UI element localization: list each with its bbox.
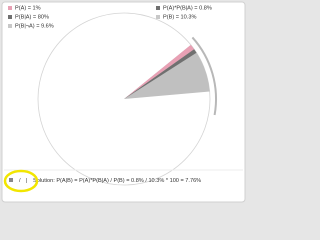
- highlight: [3, 169, 39, 193]
- wedge-ab: [124, 49, 197, 99]
- checkbox-icon[interactable]: [9, 178, 13, 182]
- legend-swatch: [8, 6, 12, 10]
- bar-icon[interactable]: |: [26, 178, 27, 184]
- wedge-b: [124, 44, 210, 99]
- legend-swatch: [8, 24, 12, 28]
- page: P(A) = 1% P(B|A) = 80% P(B|¬A) = 9.6% P(A)*…: [0, 0, 247, 204]
- wedge-a: [124, 44, 195, 99]
- legend-label: P(B) = 10.3%: [163, 14, 196, 20]
- legend-label: P(B|A) = 80%: [15, 14, 49, 20]
- calculator: P(A) = 1% P(B|A) = 80% P(B|¬A) = 9.6% P(A)*…: [1, 1, 246, 203]
- solution: Solution: P(A|B) = P(A)*P(B|A) / P(B) = …: [33, 178, 201, 184]
- legend-swatch: [156, 6, 160, 10]
- slash-icon[interactable]: /: [19, 178, 21, 184]
- legend-label: P(A) = 1%: [15, 5, 41, 11]
- outer-arc: [191, 36, 218, 116]
- legend: P(A) = 1% P(B|A) = 80% P(B|¬A) = 9.6% P(A)*…: [8, 5, 212, 29]
- legend-label: P(A)*P(B|A) = 0.8%: [163, 5, 212, 11]
- legend-label: P(B|¬A) = 9.6%: [15, 23, 54, 29]
- legend-swatch: [8, 15, 12, 19]
- legend-swatch: [156, 15, 160, 19]
